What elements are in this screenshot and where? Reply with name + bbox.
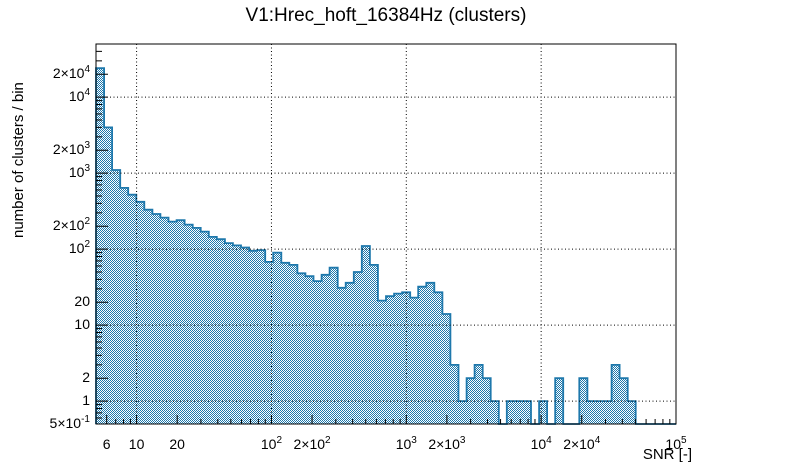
svg-text:2×102: 2×102	[293, 435, 331, 452]
svg-text:1: 1	[82, 392, 90, 408]
svg-text:10: 10	[74, 316, 90, 332]
svg-text:2×102: 2×102	[53, 216, 91, 233]
svg-text:20: 20	[74, 293, 90, 309]
x-axis-tick-labels: 6 10 20 102 2×102 103 2×103 104 2×104 105	[103, 435, 687, 452]
chart-title: V1:Hrec_hoft_16384Hz (clusters)	[245, 5, 527, 26]
histogram-series	[95, 67, 676, 425]
svg-text:2×103: 2×103	[428, 435, 466, 452]
x-axis-title: SNR [-]	[642, 446, 692, 463]
svg-text:103: 103	[396, 435, 418, 452]
svg-text:104: 104	[531, 435, 553, 452]
y-axis-tick-labels: 5×10-1 1 2 10 20 102 2×102 103 2×103 104 2×104	[50, 64, 91, 431]
svg-text:2×104: 2×104	[563, 435, 601, 452]
axis-ticks	[96, 50, 677, 425]
svg-text:6: 6	[103, 436, 111, 452]
svg-text:105: 105	[665, 435, 687, 452]
svg-text:5×10-1: 5×10-1	[50, 414, 91, 431]
gridlines	[96, 44, 676, 424]
svg-text:10: 10	[129, 436, 145, 452]
svg-text:2: 2	[82, 369, 90, 385]
svg-text:2×104: 2×104	[53, 64, 91, 81]
svg-text:20: 20	[169, 436, 185, 452]
svg-text:2×103: 2×103	[53, 140, 91, 157]
plot-frame	[95, 43, 677, 425]
svg-text:103: 103	[69, 163, 91, 180]
svg-text:102: 102	[69, 239, 91, 256]
svg-text:102: 102	[261, 435, 283, 452]
svg-text:104: 104	[69, 87, 91, 104]
